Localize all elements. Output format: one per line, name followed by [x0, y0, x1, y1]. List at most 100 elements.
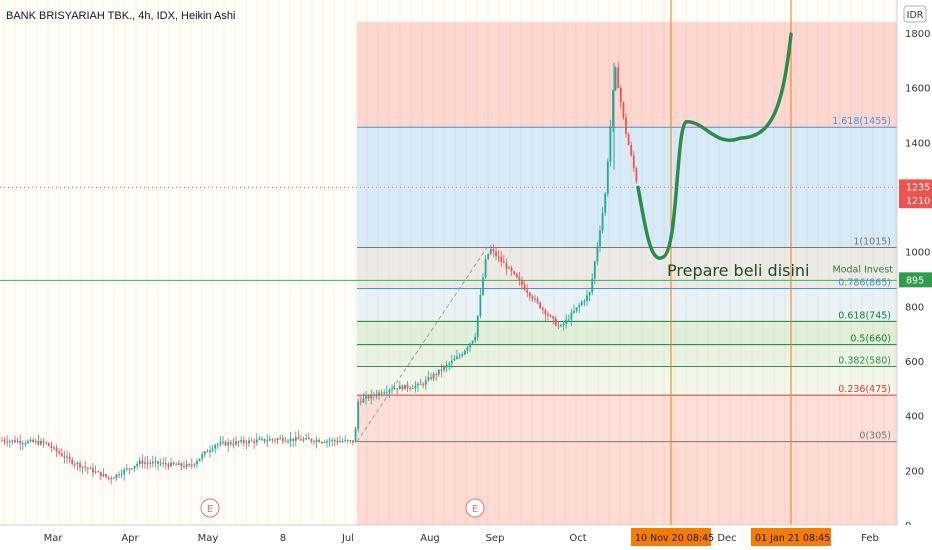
candle-body	[79, 463, 81, 468]
candle-body	[92, 468, 94, 473]
candle-body	[219, 442, 222, 445]
candle-body	[102, 474, 105, 477]
candle-body	[45, 442, 48, 444]
candle-body	[630, 144, 633, 156]
candle-body	[601, 212, 604, 231]
candle-body	[396, 388, 399, 390]
candle-body	[201, 454, 204, 459]
candle-body	[154, 461, 157, 463]
candle-body	[453, 358, 456, 361]
candle-body	[149, 462, 152, 464]
fib-label: 0.786(865)	[838, 278, 891, 289]
candle-body	[32, 439, 35, 443]
candle-body	[482, 277, 484, 296]
candle-body	[245, 442, 248, 444]
event-marker-label: E	[472, 504, 478, 515]
candle-body	[469, 343, 471, 348]
candle-body	[284, 441, 287, 443]
candle-body	[502, 261, 505, 264]
candle-body	[216, 444, 219, 446]
candle-body	[159, 463, 162, 465]
date-tag	[751, 528, 831, 546]
candle-body	[21, 443, 24, 445]
fib-label: 0.382(580)	[838, 355, 891, 366]
candle-body	[489, 249, 492, 254]
candle-body	[570, 312, 573, 320]
candle-body	[604, 193, 607, 213]
candle-body	[591, 278, 594, 293]
candle-body	[484, 259, 487, 278]
fib-zone	[357, 344, 897, 367]
candle-body	[513, 271, 516, 274]
candle-body	[289, 438, 292, 441]
candle-body	[547, 314, 549, 316]
candle-body	[294, 437, 297, 441]
candle-body	[430, 377, 432, 379]
candle-body	[619, 87, 622, 103]
candle-body	[193, 464, 196, 466]
candle-body	[492, 249, 495, 252]
candle-body	[341, 441, 344, 443]
candle-body	[170, 462, 172, 467]
date-tag	[631, 528, 711, 546]
candle-body	[248, 440, 250, 444]
candle-body	[16, 440, 19, 443]
candle-body	[536, 298, 539, 303]
candle-body	[300, 439, 302, 441]
candle-body	[375, 395, 378, 397]
candle-body	[463, 350, 466, 355]
candle-body	[180, 463, 183, 467]
candle-body	[11, 440, 14, 442]
candle-body	[131, 468, 133, 470]
candle-body	[365, 396, 367, 399]
candle-body	[177, 463, 180, 465]
projection-curve	[636, 32, 793, 260]
candle-body	[333, 440, 336, 442]
candle-body	[8, 441, 11, 443]
candle-body	[297, 437, 300, 440]
candle-body	[138, 460, 141, 464]
candle-body	[497, 256, 500, 258]
candle-body	[336, 441, 339, 443]
candle-body	[310, 439, 313, 442]
candle-body	[222, 441, 224, 443]
x-tick-label: Sep	[486, 533, 505, 544]
candle-body	[58, 451, 61, 454]
candle-body	[250, 440, 253, 442]
y-tick-label: 200	[905, 466, 924, 477]
candle-body	[372, 394, 375, 396]
candle-body	[60, 453, 63, 457]
candle-body	[534, 298, 536, 300]
candle-body	[276, 438, 279, 441]
candle-body	[614, 67, 617, 91]
candle-body	[263, 438, 266, 442]
candle-body	[255, 439, 258, 443]
candle-body	[214, 445, 217, 449]
candle-body	[188, 464, 191, 466]
currency-badge	[903, 5, 927, 23]
candle-body	[305, 437, 308, 440]
price-tag	[899, 272, 932, 288]
candle-body	[164, 462, 167, 465]
candle-body	[495, 251, 497, 257]
candle-body	[110, 477, 113, 480]
candle-body	[528, 292, 531, 297]
candle-body	[307, 437, 310, 440]
candle-body	[515, 273, 518, 278]
candle-body	[474, 336, 477, 341]
event-marker	[465, 498, 485, 518]
candle-body	[274, 439, 276, 441]
candle-body	[557, 325, 560, 327]
price-tag-label: 895	[906, 275, 924, 286]
candle-body	[518, 277, 521, 281]
candle-body	[224, 441, 227, 446]
candle-body	[398, 385, 401, 390]
candle-body	[323, 441, 326, 443]
candle-body	[105, 474, 107, 477]
candle-body	[549, 315, 552, 317]
event-marker	[200, 498, 220, 518]
candle-body	[427, 377, 430, 381]
candle-body	[279, 438, 282, 440]
